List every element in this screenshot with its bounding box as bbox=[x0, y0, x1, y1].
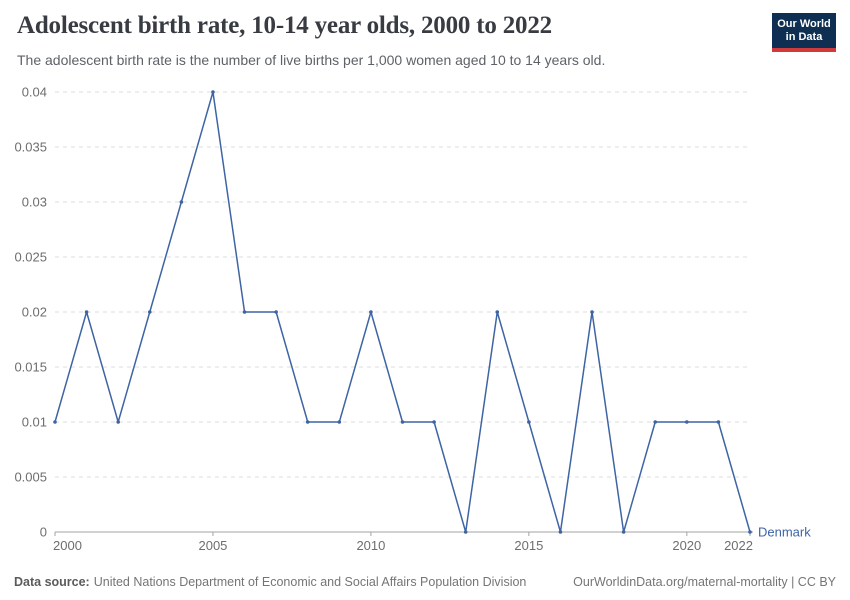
data-point[interactable] bbox=[463, 530, 468, 534]
y-tick-label: 0.04 bbox=[22, 85, 47, 100]
chart-footer: Data source: United Nations Department of… bbox=[14, 575, 836, 589]
data-point[interactable] bbox=[53, 420, 57, 424]
data-point[interactable] bbox=[211, 90, 215, 94]
data-point[interactable] bbox=[716, 420, 721, 424]
data-point[interactable] bbox=[621, 530, 626, 534]
data-point[interactable] bbox=[400, 420, 405, 424]
y-tick-label: 0.01 bbox=[22, 415, 47, 430]
data-point[interactable] bbox=[242, 310, 247, 314]
x-tick-label: 2022 bbox=[724, 538, 753, 553]
data-point[interactable] bbox=[590, 310, 594, 314]
data-point[interactable] bbox=[495, 310, 500, 314]
data-point[interactable] bbox=[147, 310, 152, 314]
data-point[interactable] bbox=[179, 200, 184, 204]
data-point[interactable] bbox=[432, 420, 436, 424]
x-tick-label: 2000 bbox=[53, 538, 82, 553]
data-source-label: Data source: bbox=[14, 575, 90, 589]
page-subtitle: The adolescent birth rate is the number … bbox=[17, 52, 606, 68]
x-tick-label: 2020 bbox=[672, 538, 701, 553]
data-point[interactable] bbox=[337, 420, 342, 424]
page-title: Adolescent birth rate, 10-14 year olds, … bbox=[17, 12, 552, 39]
x-tick-label: 2010 bbox=[356, 538, 385, 553]
data-point[interactable] bbox=[748, 530, 752, 534]
x-tick-label: 2015 bbox=[514, 538, 543, 553]
owid-logo[interactable]: Our World in Data bbox=[772, 13, 836, 52]
data-point[interactable] bbox=[558, 530, 563, 534]
series-end-label[interactable]: Denmark bbox=[758, 525, 811, 540]
y-tick-label: 0.015 bbox=[14, 360, 47, 375]
y-tick-label: 0.035 bbox=[14, 140, 47, 155]
y-tick-label: 0.03 bbox=[22, 195, 47, 210]
y-tick-label: 0.02 bbox=[22, 305, 47, 320]
owid-logo-line1: Our World bbox=[777, 18, 831, 30]
data-point[interactable] bbox=[305, 420, 310, 424]
y-tick-label: 0.005 bbox=[14, 470, 47, 485]
x-tick-label: 2005 bbox=[198, 538, 227, 553]
data-source-text: United Nations Department of Economic an… bbox=[93, 575, 527, 589]
footer-credit-link[interactable]: OurWorldinData.org/maternal-mortality | … bbox=[573, 575, 836, 589]
data-point[interactable] bbox=[685, 420, 689, 424]
data-point[interactable] bbox=[369, 310, 373, 314]
data-point[interactable] bbox=[653, 420, 658, 424]
owid-logo-line2: in Data bbox=[785, 31, 823, 43]
data-point[interactable] bbox=[84, 310, 89, 314]
data-point[interactable] bbox=[527, 420, 531, 424]
y-tick-label: 0.025 bbox=[14, 250, 47, 265]
data-point[interactable] bbox=[274, 310, 278, 314]
footer-data-source: Data source: United Nations Department of… bbox=[14, 575, 526, 589]
data-point[interactable] bbox=[116, 420, 120, 424]
y-tick-label: 0 bbox=[40, 525, 47, 540]
